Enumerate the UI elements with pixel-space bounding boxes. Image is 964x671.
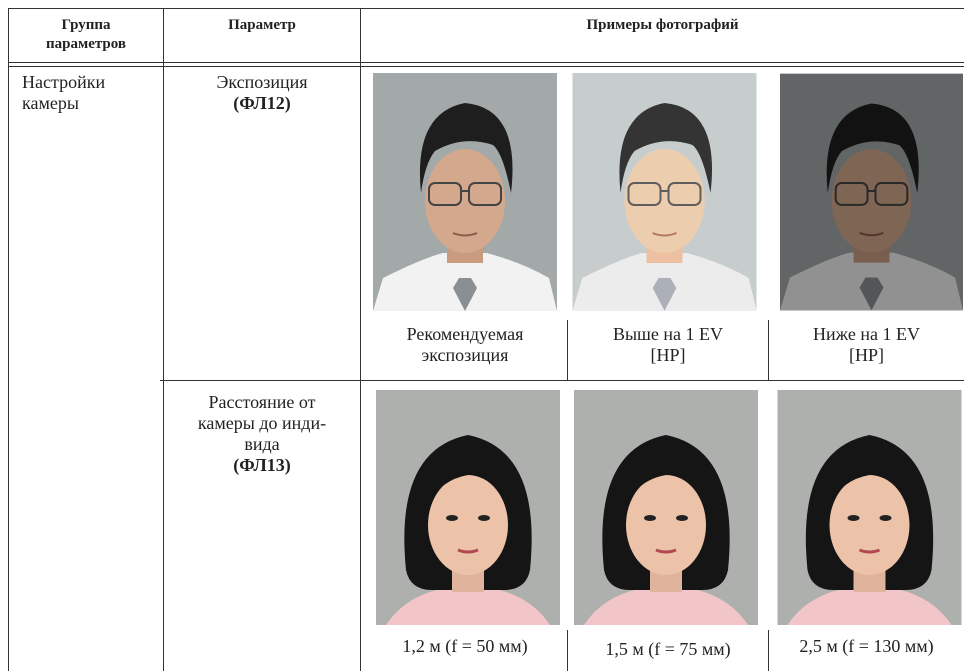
header-rule bbox=[8, 62, 964, 63]
header-text: Группа bbox=[61, 17, 111, 33]
parameter-code: (ФЛ12) bbox=[233, 93, 291, 113]
caption-text: Рекомендуемая bbox=[406, 324, 524, 344]
parameter-cell: Экспозиция (ФЛ12) bbox=[164, 72, 360, 114]
group-cell: Настройки камеры bbox=[22, 72, 105, 114]
caption-text: [HP] bbox=[849, 345, 884, 365]
photo bbox=[572, 73, 757, 311]
header-text: Примеры фотографий bbox=[586, 17, 739, 33]
border bbox=[8, 8, 9, 671]
header-cell: Примеры фотографий bbox=[361, 16, 964, 35]
caption-rule bbox=[567, 630, 568, 671]
caption-text: Ниже на 1 EV bbox=[813, 324, 920, 344]
parameter-text: вида bbox=[244, 434, 280, 454]
caption: Ниже на 1 EV [HP] bbox=[769, 324, 964, 366]
parameter-text: Экспозиция bbox=[216, 72, 308, 92]
caption-text: [HP] bbox=[650, 345, 686, 365]
caption: Рекомендуемая экспозиция bbox=[365, 324, 565, 366]
caption-text: 2,5 м (f = 130 мм) bbox=[799, 636, 934, 656]
header-rule bbox=[8, 66, 964, 67]
photo bbox=[376, 390, 560, 625]
photo bbox=[780, 73, 963, 311]
border bbox=[8, 8, 964, 9]
caption: 2,5 м (f = 130 мм) bbox=[769, 636, 964, 657]
parameter-text: камеры до инди- bbox=[197, 413, 327, 433]
group-text: Настройки bbox=[22, 72, 106, 92]
header-text: Параметр bbox=[228, 17, 296, 33]
border bbox=[360, 8, 361, 671]
photo bbox=[574, 390, 758, 625]
caption-text: экспозиция bbox=[421, 345, 509, 365]
caption: Выше на 1 EV [HP] bbox=[568, 324, 768, 366]
photo bbox=[373, 73, 557, 311]
caption: 1,2 м (f = 50 мм) bbox=[365, 636, 565, 657]
header-text: параметров bbox=[46, 36, 126, 52]
photo bbox=[777, 390, 962, 625]
parameter-cell: Расстояние от камеры до инди- вида (ФЛ13… bbox=[164, 392, 360, 476]
header-cell: Параметр bbox=[164, 16, 360, 35]
caption-text: Выше на 1 EV bbox=[612, 324, 724, 344]
caption-rule bbox=[768, 630, 769, 671]
header-cell: Группа параметров bbox=[9, 16, 163, 54]
border bbox=[163, 8, 164, 671]
group-text: камеры bbox=[22, 93, 79, 113]
parameter-code: (ФЛ13) bbox=[233, 455, 291, 475]
caption: 1,5 м (f = 75 мм) bbox=[568, 639, 768, 660]
caption-rule bbox=[768, 320, 769, 380]
parameter-text: Расстояние от bbox=[208, 392, 316, 412]
caption-rule bbox=[567, 320, 568, 380]
caption-text: 1,2 м (f = 50 мм) bbox=[402, 636, 528, 656]
caption-text: 1,5 м (f = 75 мм) bbox=[605, 639, 731, 659]
row-rule bbox=[160, 380, 964, 381]
